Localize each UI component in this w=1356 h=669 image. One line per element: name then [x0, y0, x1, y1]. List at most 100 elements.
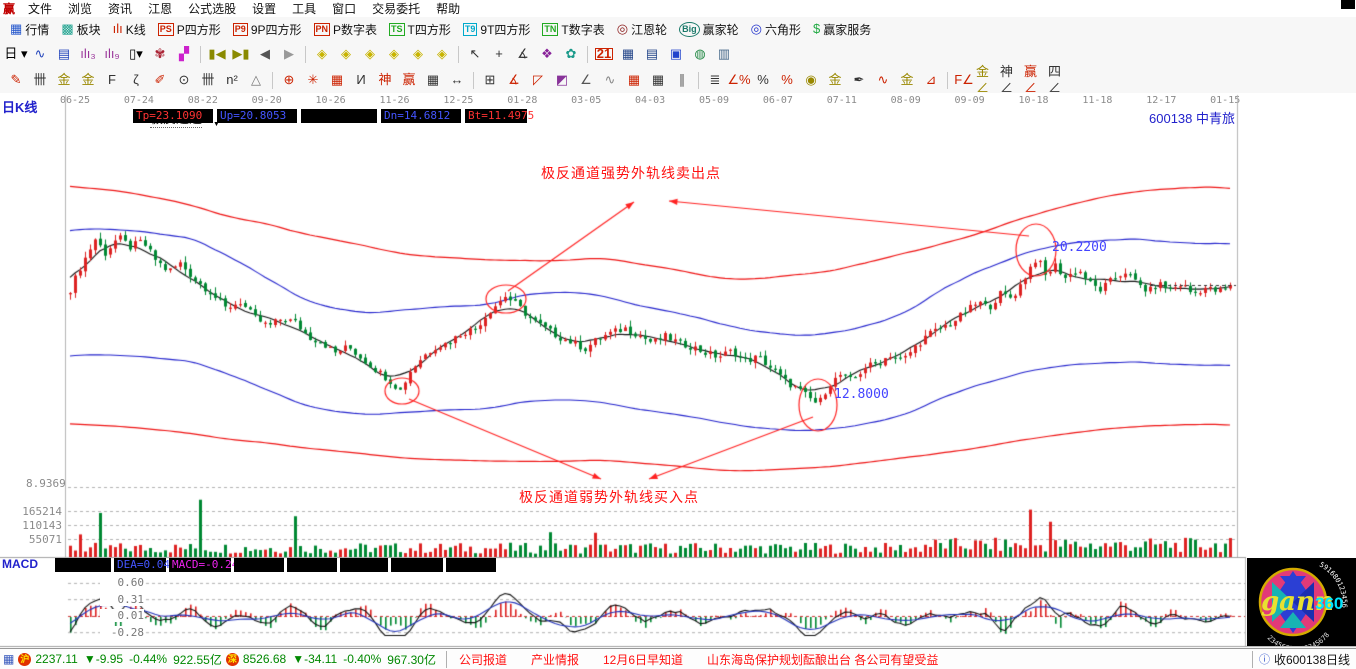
f-angle[interactable]: F∠ [952, 70, 976, 91]
menu-item-1[interactable]: 文件 [28, 2, 53, 16]
winner-wheel[interactable]: Big 赢家轮 [673, 19, 745, 39]
cycle-tool[interactable]: ✿ [559, 44, 583, 65]
color-chart[interactable]: ▞ [172, 44, 196, 65]
zoom-in[interactable]: ◈ [382, 44, 406, 65]
p-square[interactable]: PS P四方形 [152, 19, 227, 39]
info-panel[interactable]: ▤ [52, 44, 76, 65]
save[interactable]: ▣ [664, 44, 688, 65]
square-scale[interactable]: n² [220, 70, 244, 91]
plain-scale[interactable]: 卌 [196, 70, 220, 91]
app-logo-icon[interactable]: 赢 [3, 2, 16, 16]
menu-item-8[interactable]: 窗口 [332, 2, 357, 16]
news-ticker[interactable]: 公司报道 产业情报 12月6日早知道 山东海岛保护规划酝酿出台 各公司有望受益 [445, 650, 1252, 668]
winner-service[interactable]: $ 赢家服务 [807, 19, 877, 39]
kline[interactable]: ılı K线 [107, 19, 152, 39]
menu-item-4[interactable]: 江恩 [148, 2, 173, 16]
percent-line[interactable]: % [775, 70, 799, 91]
si-angle[interactable]: 四∠ [1048, 64, 1072, 95]
sh-market-icon[interactable]: 沪 [18, 652, 32, 666]
parallel-lines[interactable]: ∥ [670, 70, 694, 91]
market-quotes[interactable]: ▦ 行情 [4, 19, 55, 39]
gold-channel[interactable]: 金 [895, 70, 919, 91]
prism-tool[interactable]: △ [244, 70, 268, 91]
last-screen[interactable]: ▶▮ [229, 44, 253, 65]
gold-scale-b[interactable]: 金 [76, 70, 100, 91]
grid-123[interactable]: ▦ [421, 70, 445, 91]
angle-tool[interactable]: ∡ [511, 44, 535, 65]
quotes-grid-icon[interactable]: ▦ [3, 652, 15, 666]
grid-target[interactable]: ▦ [325, 70, 349, 91]
trend-pen[interactable]: ✎ [4, 70, 28, 91]
win-angle[interactable]: 赢∠ [1024, 64, 1048, 95]
chart-canvas[interactable] [0, 93, 1356, 648]
sz-market-icon[interactable]: 深 [225, 652, 239, 666]
width-measure[interactable]: ↔ [445, 70, 469, 91]
sectors[interactable]: ▩ 板块 [55, 19, 106, 39]
report[interactable]: ▤ [640, 44, 664, 65]
angle-lines[interactable]: ∠ [574, 70, 598, 91]
p-number-table[interactable]: PN P数字表 [308, 19, 384, 39]
macd-panel-label[interactable]: MACD [2, 557, 38, 571]
shen-angle[interactable]: 神∠ [1000, 64, 1024, 95]
shen-scale[interactable]: 神 [373, 70, 397, 91]
gold-circle[interactable]: ◉ [799, 70, 823, 91]
t9-square[interactable]: T9 9T四方形 [457, 19, 537, 39]
black-grid[interactable]: ▦ [646, 70, 670, 91]
vertical-pen[interactable]: ✒ [847, 70, 871, 91]
chevron-down-icon[interactable]: ▼ [213, 121, 220, 128]
price-ruler[interactable]: ≣ [703, 70, 727, 91]
wave-lines[interactable]: ∿ [598, 70, 622, 91]
gann-wheel[interactable]: ◎ 江恩轮 [611, 19, 673, 39]
period-daily[interactable]: 日 ▾ [4, 44, 28, 65]
gold-scale-a[interactable]: 金 [52, 70, 76, 91]
first-screen[interactable]: ▮◀ [205, 44, 229, 65]
calendar[interactable]: 21 [592, 44, 616, 65]
calculator[interactable]: ▦ [616, 44, 640, 65]
web-export[interactable]: ◍ [688, 44, 712, 65]
fan-rays[interactable]: ∡ [502, 70, 526, 91]
mark-pen[interactable]: ✐ [148, 70, 172, 91]
spiral-scale[interactable]: ζ [124, 70, 148, 91]
zoom-fit[interactable]: ◈ [430, 44, 454, 65]
average-wave[interactable]: ∿ [871, 70, 895, 91]
win-scale[interactable]: 赢 [397, 70, 421, 91]
gann-target[interactable]: ⊕ [277, 70, 301, 91]
fan-box[interactable]: ◸ [526, 70, 550, 91]
candle-style[interactable]: ▯▾ [124, 44, 148, 65]
percent-tool[interactable]: % [751, 70, 775, 91]
print[interactable]: ▥ [712, 44, 736, 65]
menu-item-10[interactable]: 帮助 [436, 2, 461, 16]
formula-mark[interactable]: ✾ [148, 44, 172, 65]
k-quote[interactable]: И [349, 70, 373, 91]
gold-angle[interactable]: 金∠ [976, 64, 1000, 95]
menu-item-5[interactable]: 公式选股 [188, 2, 237, 16]
prev-screen[interactable]: ◀ [253, 44, 277, 65]
star-target[interactable]: ✳ [301, 70, 325, 91]
next-screen[interactable]: ▶ [277, 44, 301, 65]
percent-angle[interactable]: ∠% [727, 70, 751, 91]
gann-tool[interactable]: ❖ [535, 44, 559, 65]
bars-p3[interactable]: ılı₃ [76, 44, 100, 65]
shift-left[interactable]: ◈ [310, 44, 334, 65]
time-scale[interactable]: 卌 [28, 70, 52, 91]
time-circle[interactable]: ⊙ [172, 70, 196, 91]
j-angle[interactable]: ⊿ [919, 70, 943, 91]
red-grid[interactable]: ▦ [622, 70, 646, 91]
overlay-chart[interactable]: ∿ [28, 44, 52, 65]
menu-item-7[interactable]: 工具 [292, 2, 317, 16]
hexagon[interactable]: ◎ 六角形 [745, 19, 807, 39]
menu-item-6[interactable]: 设置 [252, 2, 277, 16]
zoom-horizontal[interactable]: ◈ [358, 44, 382, 65]
t-number-table[interactable]: TN T数字表 [536, 19, 610, 39]
fan-grid[interactable]: ◩ [550, 70, 574, 91]
hand-tool[interactable]: ↖ [463, 44, 487, 65]
t-square[interactable]: TS T四方形 [383, 19, 457, 39]
range-box[interactable]: ⊞ [478, 70, 502, 91]
crosshair-tool[interactable]: + [487, 44, 511, 65]
menu-item-9[interactable]: 交易委托 [372, 2, 421, 16]
fibonacci-scale[interactable]: F [100, 70, 124, 91]
bars-p9[interactable]: ılı₉ [100, 44, 124, 65]
menu-item-3[interactable]: 资讯 [108, 2, 133, 16]
shift-right[interactable]: ◈ [334, 44, 358, 65]
p9-square[interactable]: P9 9P四方形 [227, 19, 308, 39]
